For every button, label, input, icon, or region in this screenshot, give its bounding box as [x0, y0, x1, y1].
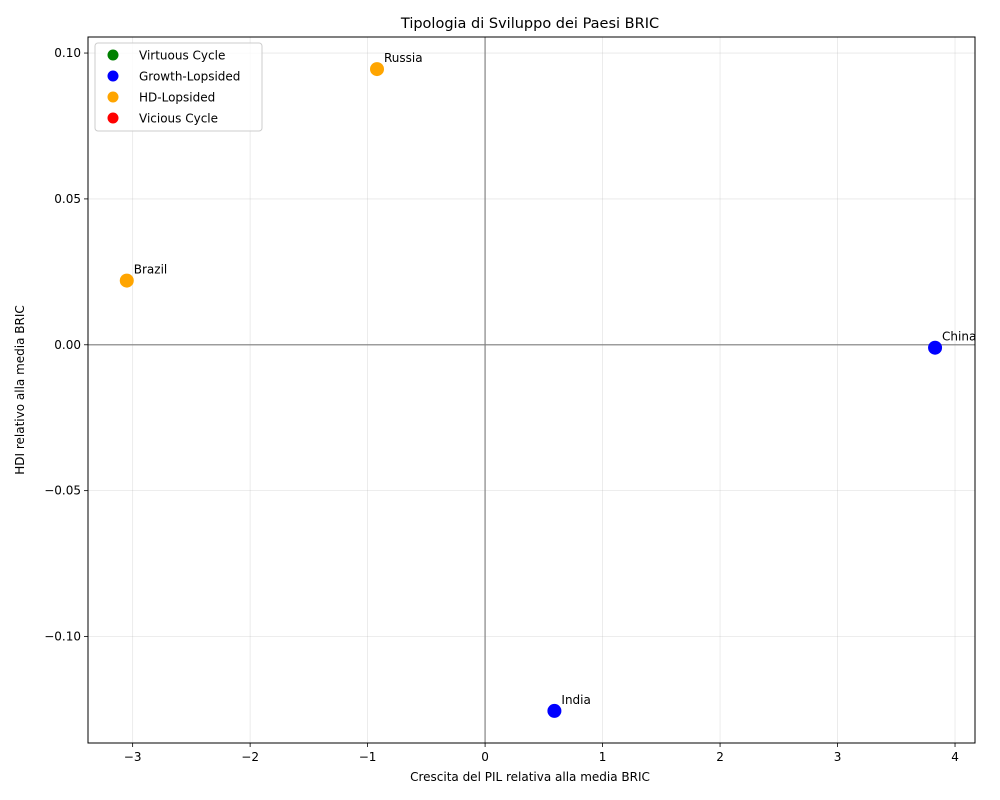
x-tick-label: −3 [124, 750, 142, 764]
legend-marker [107, 91, 119, 103]
legend-marker [107, 49, 119, 61]
grid-lines [88, 37, 975, 743]
x-tick-label: −2 [241, 750, 259, 764]
y-tick-label: −0.05 [44, 484, 81, 498]
x-tick-label: 1 [599, 750, 607, 764]
x-tick-label: 3 [834, 750, 842, 764]
point-india [547, 703, 562, 718]
y-tick-label: 0.05 [54, 192, 81, 206]
point-label-china: China [942, 330, 976, 344]
point-label-brazil: Brazil [134, 263, 168, 277]
point-brazil [119, 273, 134, 288]
legend: Virtuous Cycle Growth-Lopsided HD-Lopsided… [94, 42, 263, 132]
y-tick-label: 0.10 [54, 46, 81, 60]
chart-title: Tipologia di Sviluppo dei Paesi BRIC [400, 16, 659, 32]
y-axis-title: HDI relativo alla media BRIC [13, 305, 27, 475]
legend-marker [107, 112, 119, 124]
point-label-india: India [561, 693, 590, 707]
legend-label: Virtuous Cycle [139, 49, 225, 63]
legend-label: Vicious Cycle [139, 112, 218, 126]
point-russia [370, 62, 385, 77]
x-tick-label: 4 [951, 750, 959, 764]
y-axis-ticks: 0.10 0.05 0.00 −0.05 −0.10 [44, 46, 88, 644]
legend-label: HD-Lopsided [139, 91, 215, 105]
plot-area-frame [87, 36, 976, 744]
reference-lines [88, 37, 975, 743]
point-label-russia: Russia [384, 51, 423, 65]
x-axis-ticks: −3 −2 −1 0 1 2 3 4 [124, 743, 959, 764]
point-china [928, 340, 943, 355]
x-tick-label: 0 [481, 750, 489, 764]
y-tick-label: −0.10 [44, 630, 81, 644]
x-axis-title: Crescita del PIL relativa alla media BRI… [410, 770, 650, 784]
legend-label: Growth-Lopsided [139, 70, 240, 84]
x-tick-label: −1 [359, 750, 377, 764]
legend-box [94, 42, 263, 132]
y-tick-label: 0.00 [54, 338, 81, 352]
legend-marker [107, 70, 119, 82]
data-points: Russia Brazil China India [119, 51, 976, 718]
x-tick-label: 2 [716, 750, 724, 764]
